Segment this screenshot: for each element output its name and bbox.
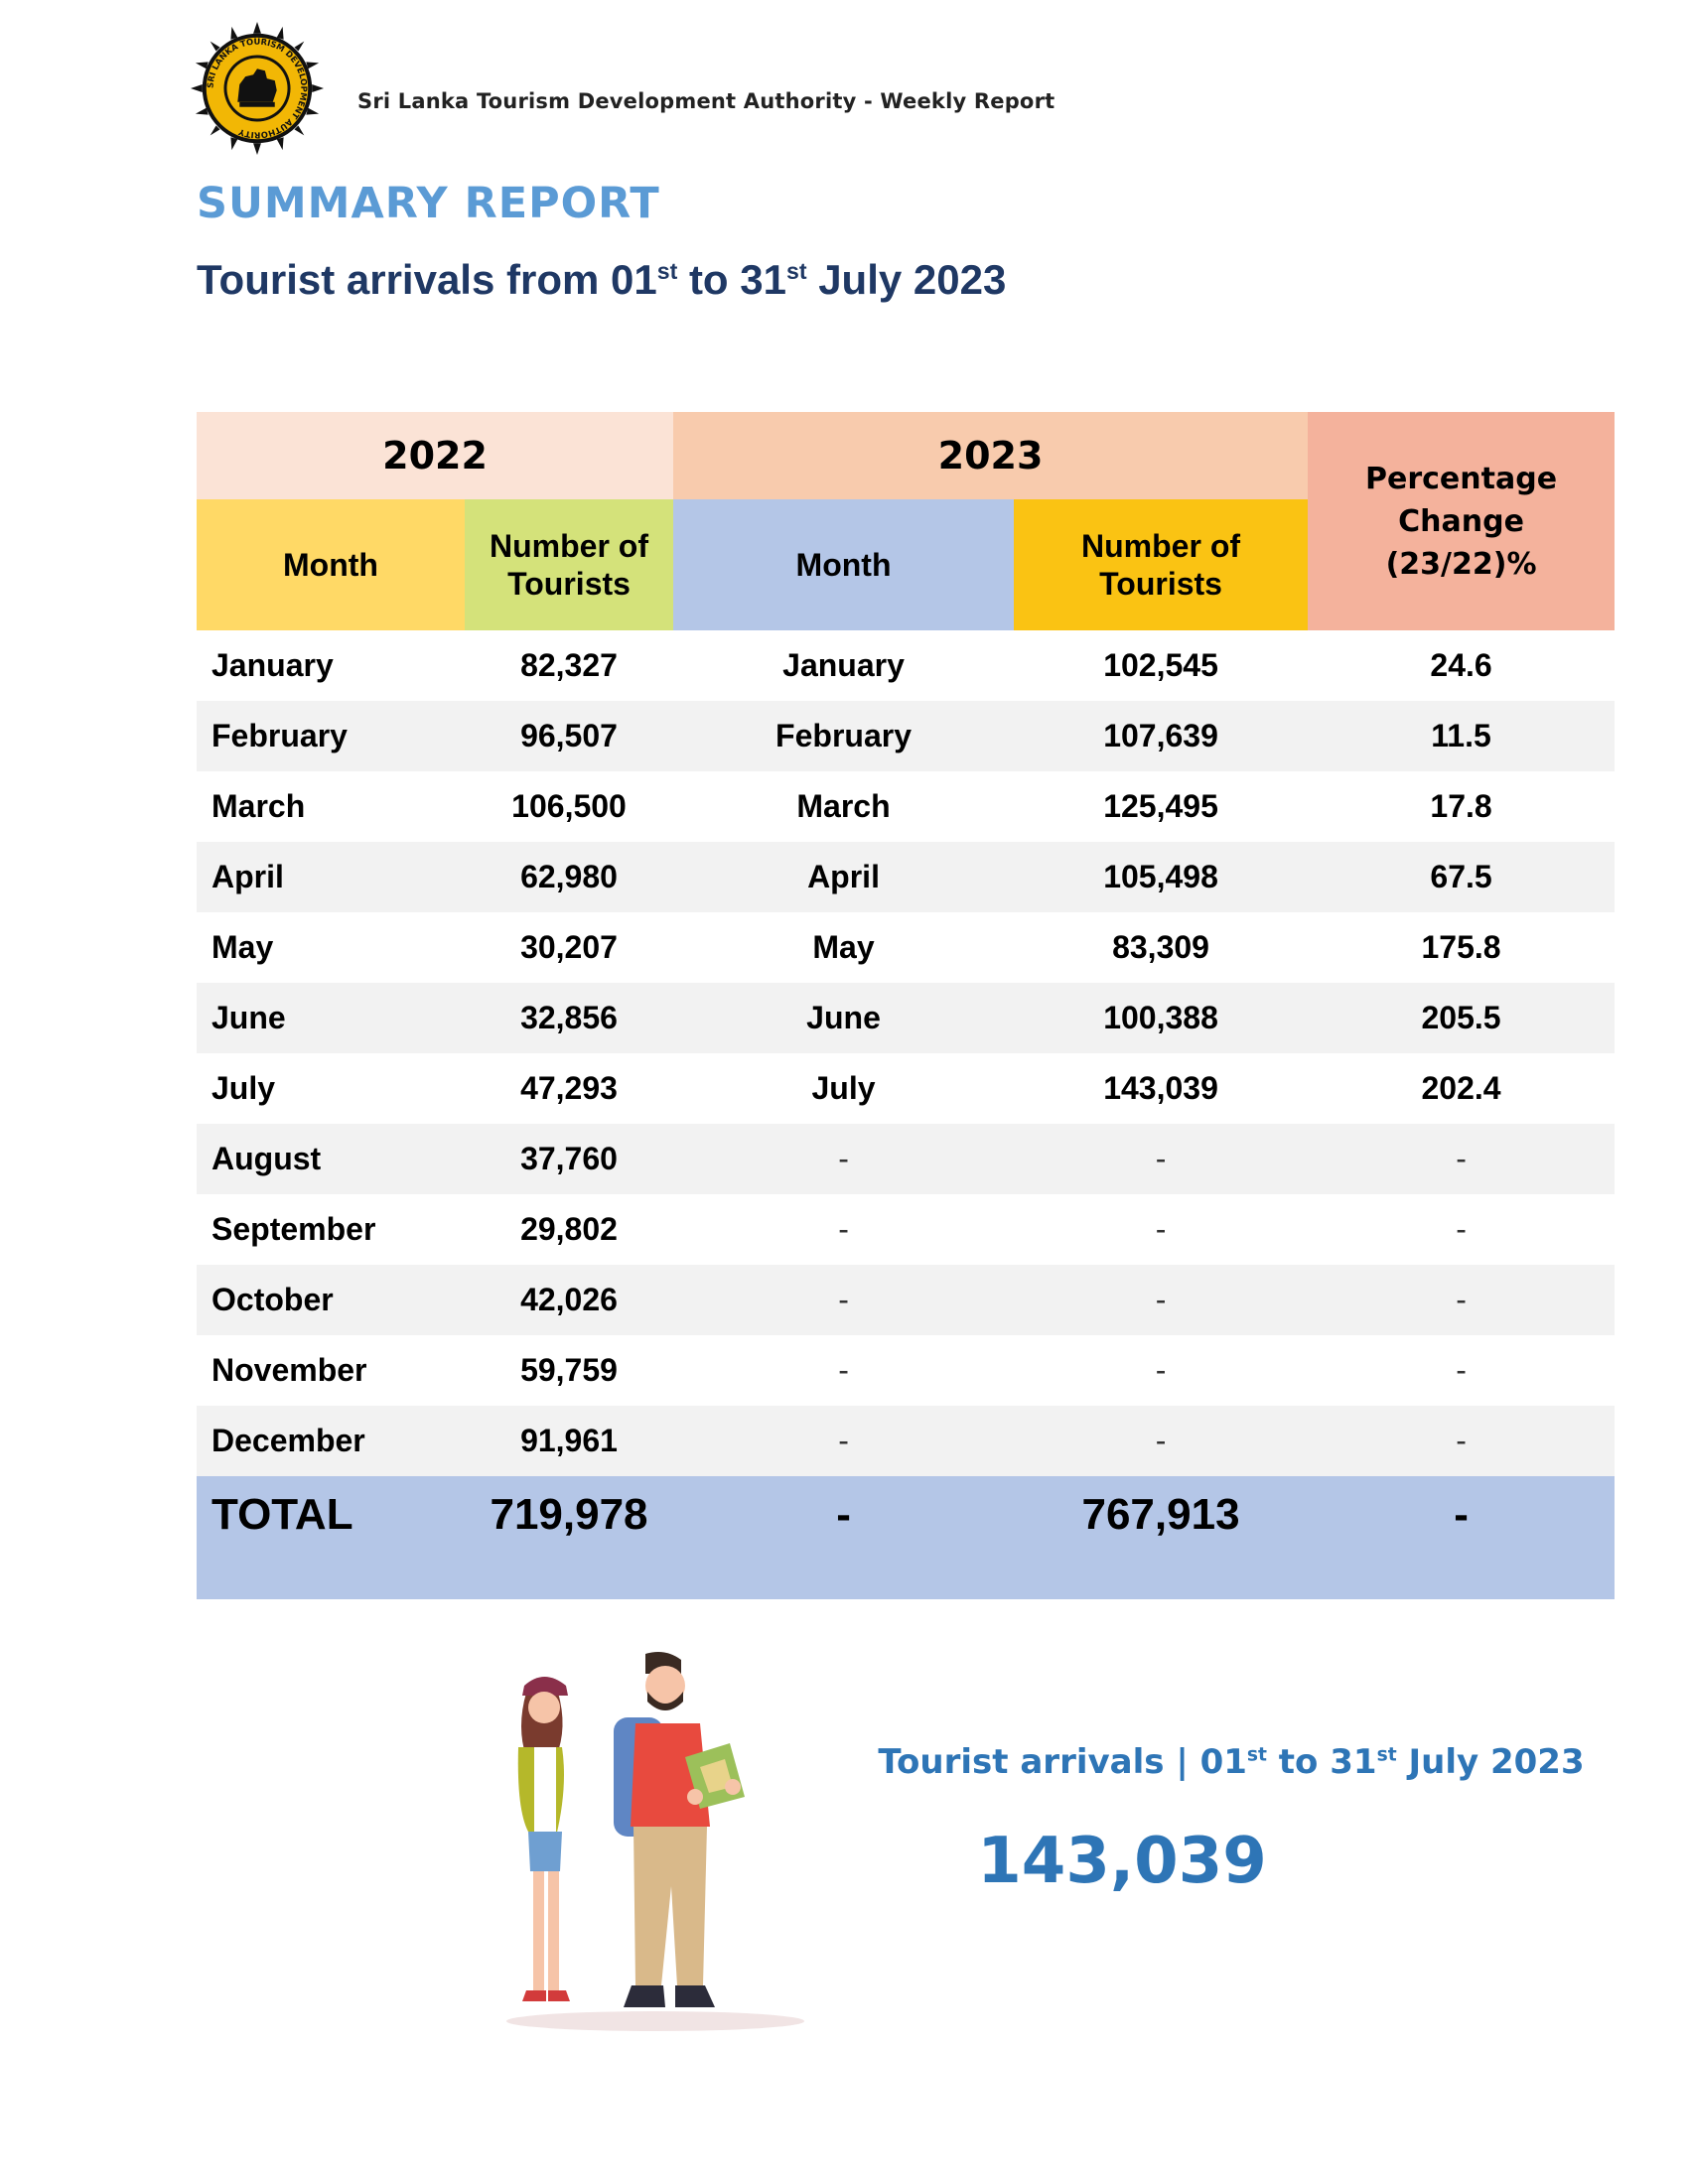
month-2023-header: Month	[673, 499, 1015, 630]
table-row: December 91,961- - -	[197, 1406, 1616, 1476]
tourists-2023-cell: 83,309	[1112, 929, 1209, 965]
pct-change-cell: 11.5	[1308, 701, 1616, 771]
table-row: October 42,026- - -	[197, 1265, 1616, 1335]
tourists-2023-cell: -	[1014, 1406, 1309, 1476]
month-2022-cell: December	[197, 1406, 465, 1476]
total-pct: -	[1308, 1476, 1616, 1599]
tourists-2023-cell: 125,495	[1103, 788, 1218, 824]
year-2022-header: 2022	[197, 412, 674, 499]
total-month-2023: -	[673, 1476, 1015, 1599]
tourists-2022-cell: 59,759	[520, 1352, 618, 1388]
month-2022-cell: May	[211, 929, 274, 965]
month-2023-cell: May	[812, 929, 875, 965]
month-2023-cell: -	[673, 1124, 1015, 1194]
arrivals-caption: Tourist arrivals | 01st to 31st July 202…	[878, 1742, 1585, 1782]
tourists-2023-cell: 105,498	[1014, 842, 1309, 912]
month-2023-cell: -	[838, 1211, 849, 1247]
tourists-2023-cell: 107,639	[1014, 701, 1309, 771]
summary-report-title: SUMMARY REPORT	[197, 179, 660, 228]
tourists-2022-cell: 30,207	[520, 929, 618, 965]
table-row: November 59,759 - - -	[197, 1335, 1615, 1406]
table-row: January 82,327 January 102,545 24.6	[197, 630, 1615, 701]
tourists-2023-cell: -	[1155, 1211, 1167, 1247]
table-row: February 96,507 February 107,639 11.5	[197, 701, 1616, 771]
tourists-2023-cell: -	[1014, 1265, 1309, 1335]
tourists-2022-header: Number of Tourists	[465, 499, 674, 630]
pct-change-cell: -	[1308, 1124, 1616, 1194]
tourists-2023-cell: -	[1014, 1124, 1309, 1194]
tourists-2022-cell: 42,026	[465, 1265, 674, 1335]
july-arrivals-number: 143,039	[977, 1825, 1267, 1898]
total-label: TOTAL	[197, 1476, 465, 1599]
pct-change-cell: 205.5	[1308, 983, 1616, 1053]
month-2023-cell: January	[782, 647, 905, 683]
month-2022-cell: August	[197, 1124, 465, 1194]
table-row: May 30,207 May 83,309 175.8	[197, 912, 1615, 983]
month-2022-cell: March	[211, 788, 306, 824]
tourists-2022-cell: 47,293	[520, 1070, 618, 1106]
tourists-2022-cell: 82,327	[520, 647, 618, 683]
tourists-2023-cell: 143,039	[1103, 1070, 1218, 1106]
table-row: August 37,760- - -	[197, 1124, 1616, 1194]
pct-change-cell: -	[1308, 1406, 1616, 1476]
pct-change-cell: 24.6	[1430, 647, 1492, 683]
tourists-2023-cell: 102,545	[1103, 647, 1218, 683]
month-2022-cell: June	[197, 983, 465, 1053]
table-row: April 62,980 April 105,498 67.5	[197, 842, 1616, 912]
total-row: TOTAL 719,978 - 767,913 -	[197, 1476, 1616, 1599]
pct-change-cell: 175.8	[1421, 929, 1501, 965]
sltda-seal-logo: SRI LANKA TOURISM DEVELOPMENT AUTHORITY	[190, 21, 325, 156]
tourists-2022-cell: 96,507	[465, 701, 674, 771]
year-2023-header: 2023	[673, 412, 1309, 499]
total-2022: 719,978	[465, 1476, 674, 1599]
report-subtitle: Tourist arrivals from 01st to 31st July …	[197, 256, 1007, 303]
pct-change-cell: -	[1456, 1211, 1467, 1247]
pct-change-cell: -	[1456, 1352, 1467, 1388]
pct-change-cell: 17.8	[1430, 788, 1492, 824]
table-row: June 32,856 June 100,388 205.5	[197, 983, 1616, 1053]
month-2022-cell: April	[197, 842, 465, 912]
table-row: July 47,293 July 143,039 202.4	[197, 1053, 1615, 1124]
month-2023-cell: -	[673, 1406, 1015, 1476]
month-2022-cell: October	[197, 1265, 465, 1335]
month-2022-cell: February	[197, 701, 465, 771]
pct-change-cell: 202.4	[1421, 1070, 1501, 1106]
tourists-2022-cell: 91,961	[465, 1406, 674, 1476]
tourists-2023-header: Number of Tourists	[1014, 499, 1309, 630]
month-2022-cell: September	[211, 1211, 376, 1247]
month-2023-cell: March	[796, 788, 891, 824]
month-2023-cell: June	[673, 983, 1015, 1053]
tourists-2023-cell: -	[1155, 1352, 1167, 1388]
pct-change-cell: 67.5	[1308, 842, 1616, 912]
table-body: January 82,327 January 102,545 24.6 February 9…	[197, 630, 1616, 1476]
percentage-change-header: Percentage Change (23/22)%	[1308, 412, 1616, 630]
tourists-2022-cell: 32,856	[465, 983, 674, 1053]
month-2022-cell: July	[211, 1070, 276, 1106]
total-2023: 767,913	[1014, 1476, 1309, 1599]
table-row: September 29,802 - - -	[197, 1194, 1615, 1265]
month-2022-header: Month	[197, 499, 465, 630]
month-2022-cell: November	[211, 1352, 367, 1388]
travelers-illustration	[506, 1652, 804, 2031]
month-2022-cell: January	[211, 647, 334, 683]
month-2023-cell: -	[673, 1265, 1015, 1335]
organization-header-text: Sri Lanka Tourism Development Authority …	[357, 89, 1055, 113]
tourists-2023-cell: 100,388	[1014, 983, 1309, 1053]
tourist-arrivals-table: 2022 2023 Percentage Change (23/22)% Mon…	[197, 412, 1616, 1599]
month-2023-cell: April	[673, 842, 1015, 912]
month-2023-cell: February	[673, 701, 1015, 771]
pct-change-cell: -	[1308, 1265, 1616, 1335]
tourists-2022-cell: 62,980	[465, 842, 674, 912]
table-row: March 106,500 March 125,495 17.8	[197, 771, 1615, 842]
report-header: SRI LANKA TOURISM DEVELOPMENT AUTHORITY …	[189, 20, 1479, 159]
tourists-2022-cell: 37,760	[465, 1124, 674, 1194]
tourists-2022-cell: 106,500	[511, 788, 627, 824]
tourists-2022-cell: 29,802	[520, 1211, 618, 1247]
month-2023-cell: -	[838, 1352, 849, 1388]
month-2023-cell: July	[811, 1070, 876, 1106]
